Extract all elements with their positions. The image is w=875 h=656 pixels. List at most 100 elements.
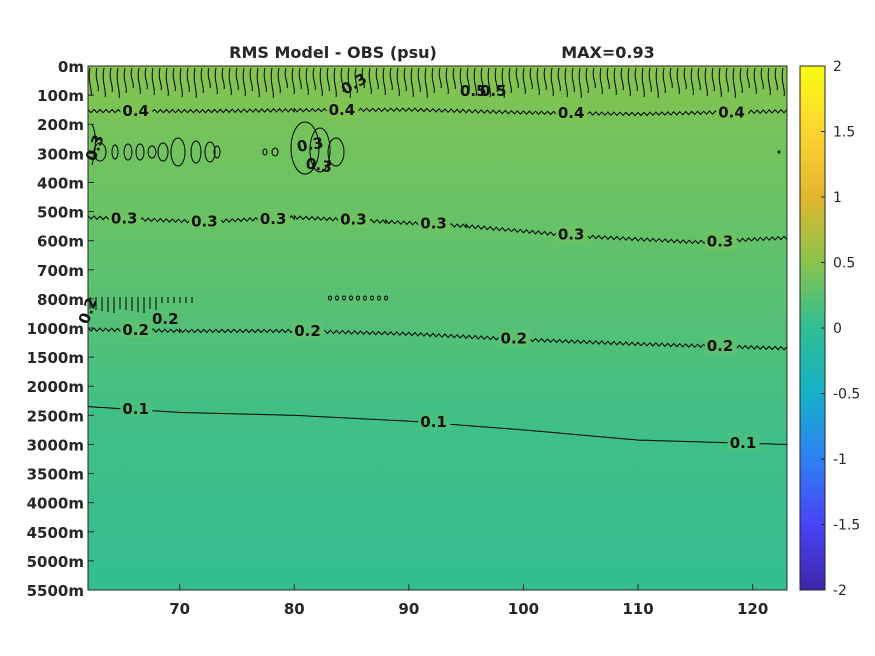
closed-contour — [377, 295, 381, 301]
contour-label: 0.2 — [122, 321, 149, 339]
colorbar-tick-label: 0.5 — [833, 256, 855, 272]
surface-contour — [557, 67, 561, 92]
y-tick-label: 0m — [58, 58, 84, 76]
y-tick-label: 3000m — [27, 436, 84, 454]
y-tick-label: 4500m — [27, 524, 84, 542]
max-label: MAX=0.93 — [561, 43, 655, 62]
contour-label-bg — [727, 433, 760, 451]
contour-label-bg — [257, 210, 290, 228]
surface-contour — [263, 67, 267, 93]
surface-contour — [417, 67, 421, 93]
surface-contour — [137, 67, 141, 95]
closed-contour — [328, 295, 332, 301]
y-tick-label: 5000m — [27, 553, 84, 571]
surface-contour — [508, 67, 512, 94]
surface-contour — [186, 67, 190, 93]
surface-contour — [424, 67, 428, 99]
surface-contour — [781, 67, 785, 97]
surface-contour — [515, 67, 519, 89]
surface-contour — [361, 67, 365, 89]
surface-contour — [648, 67, 652, 93]
surface-contour — [116, 67, 120, 99]
surface-contour — [564, 67, 568, 98]
surface-contour — [466, 67, 470, 91]
contour-label-bg — [555, 225, 588, 243]
surface-contour — [459, 67, 463, 96]
contour-label: 0.5 — [460, 82, 487, 100]
closed-contour — [91, 123, 96, 166]
surface-contour — [767, 67, 771, 96]
surface-contour — [151, 67, 155, 96]
contour-line — [87, 327, 788, 351]
x-tick-label: 90 — [398, 600, 419, 618]
surface-contour — [473, 67, 477, 97]
surface-contour — [403, 67, 407, 92]
closed-contour — [213, 145, 221, 159]
surface-contour — [144, 67, 148, 90]
surface-contour — [725, 67, 729, 93]
contour-label-bg — [120, 321, 153, 339]
colorbar-tick-label: -0.5 — [833, 387, 860, 403]
contour-label: 0.4 — [558, 104, 585, 122]
surface-contour — [235, 67, 239, 91]
closed-contour — [327, 137, 345, 167]
surface-contour — [130, 67, 134, 89]
contour-label-bg — [326, 101, 359, 119]
surface-contour — [207, 67, 211, 89]
y-tick-label: 600m — [37, 233, 84, 251]
surface-contour — [732, 67, 736, 99]
contour-label-bg — [498, 329, 531, 347]
contour-label: 0.3 — [296, 134, 325, 156]
colorbar-tick-label: 2 — [833, 59, 842, 75]
contour-label-bg — [338, 210, 371, 228]
closed-contour — [271, 147, 279, 157]
surface-contour — [179, 67, 183, 98]
colorbar-tick-label: -2 — [833, 583, 847, 599]
surface-contour — [431, 67, 435, 94]
surface-contour — [389, 67, 393, 91]
surface-contour — [494, 67, 498, 93]
contour-line — [87, 107, 788, 117]
closed-contour — [204, 141, 216, 163]
surface-contour — [606, 67, 610, 90]
y-tick-label: 200m — [37, 116, 84, 134]
surface-contour — [249, 67, 253, 92]
surface-contours — [88, 67, 785, 99]
surface-contour — [333, 67, 337, 98]
surface-contour — [200, 67, 204, 94]
surface-contour — [718, 67, 722, 98]
surface-contour — [613, 67, 617, 96]
contour-label: 0.1 — [420, 413, 447, 431]
contour-label: 0.3 — [420, 215, 447, 233]
contour-label: 0.3 — [191, 212, 218, 230]
closed-contour — [363, 295, 367, 301]
surface-contour — [620, 67, 624, 91]
contour-label-bg — [704, 232, 737, 250]
surface-contour — [662, 67, 666, 94]
x-tick-label: 100 — [508, 600, 539, 618]
surface-contour — [753, 67, 757, 95]
surface-contour — [592, 67, 596, 89]
colorbar-tick-label: -1 — [833, 452, 847, 468]
surface-contour — [480, 67, 484, 92]
closed-contour — [170, 137, 186, 167]
contour-label-bg — [292, 321, 325, 339]
contour-label: 0.1 — [122, 400, 149, 418]
surface-contour — [711, 67, 715, 92]
contour-label: 0.2 — [294, 322, 321, 340]
surface-contour — [760, 67, 764, 90]
colorbar-tick-label: -1.5 — [833, 518, 860, 534]
surface-contour — [256, 67, 260, 98]
contour-label-bg — [555, 104, 588, 122]
surface-contour — [382, 67, 386, 96]
closed-contour — [335, 295, 339, 301]
y-tick-label: 100m — [37, 87, 84, 105]
contour-label: 0.2 — [707, 337, 734, 355]
y-tick-label: 1000m — [27, 320, 84, 338]
surface-contour — [172, 67, 176, 92]
contour-label: 0.3 — [304, 154, 333, 176]
closed-contour — [777, 150, 781, 154]
y-tick-label: 2000m — [27, 378, 84, 396]
surface-contour — [774, 67, 778, 91]
